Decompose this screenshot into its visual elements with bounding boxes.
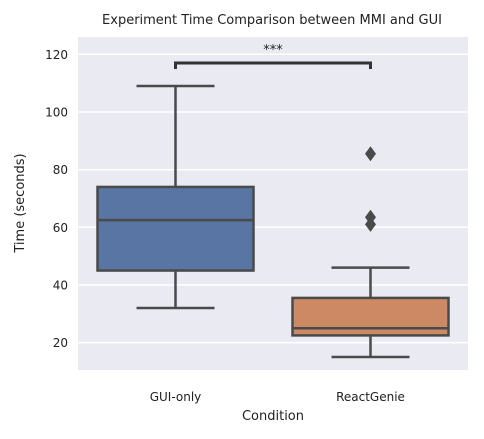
y-tick-label-100: 100: [45, 105, 68, 119]
significance-label: ***: [263, 43, 283, 58]
boxes-layer: [96, 84, 450, 359]
significance-annotation: ***: [174, 43, 372, 69]
y-tick-label-60: 60: [53, 221, 68, 235]
outlier-marker: [365, 209, 376, 225]
y-axis-label: Time (seconds): [13, 153, 28, 253]
x-tick-label-reactgenie: ReactGenie: [336, 390, 405, 404]
significance-bracket: [174, 61, 372, 69]
x-tick-label-gui-only: GUI-only: [150, 390, 202, 404]
y-tick-label-40: 40: [53, 278, 68, 292]
iqr-box: [291, 296, 450, 337]
y-tick-label-80: 80: [53, 163, 68, 177]
x-axis-label: Condition: [242, 409, 304, 424]
box-reactgenie: [291, 146, 450, 359]
outlier-marker: [365, 146, 376, 162]
chart-title: Experiment Time Comparison between MMI a…: [102, 13, 442, 28]
y-tick-label-120: 120: [45, 48, 68, 62]
box-gui-only: [96, 84, 255, 310]
y-axis-ticks: 20 40 60 80 100 120: [45, 48, 68, 350]
x-axis-ticks: GUI-only ReactGenie: [150, 390, 405, 404]
y-tick-label-20: 20: [53, 336, 68, 350]
iqr-box: [96, 185, 255, 272]
